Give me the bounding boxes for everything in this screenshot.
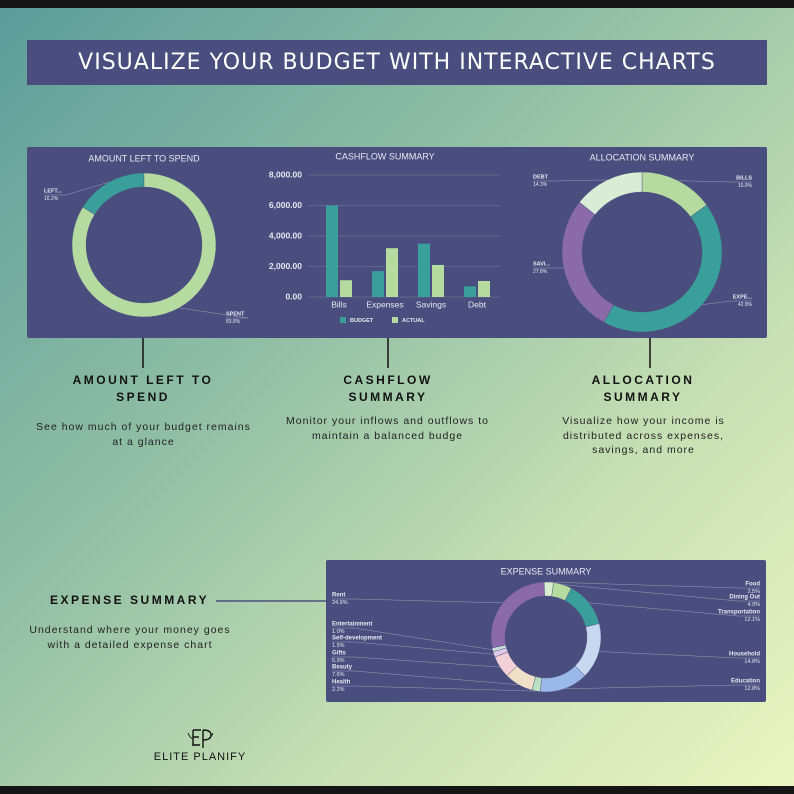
logo: [187, 729, 214, 748]
slice-value: 42.9%: [738, 302, 753, 308]
slice-value: 4.9%: [747, 602, 760, 608]
slice-label: Education: [731, 679, 760, 685]
slice-label: Dining Out: [729, 595, 760, 601]
legend-swatch: [392, 317, 398, 323]
legend-label: BUDGET: [350, 318, 374, 324]
y-tick-label: 2,000.00: [269, 261, 302, 271]
slice-value: 14.8%: [744, 659, 760, 665]
section-title: CASHFLOW SUMMARY: [343, 373, 433, 404]
slice-label: EXPE...: [733, 294, 753, 300]
slice-label: Entertainment: [332, 622, 372, 628]
section-description: See how much of your budget remains at a…: [36, 421, 251, 448]
legend-label: ACTUAL: [402, 318, 425, 324]
slice-value: 27.8%: [533, 269, 548, 275]
slice-label: Household: [729, 652, 760, 658]
slice-label: BILLS: [736, 175, 752, 181]
y-tick-label: 0.00: [285, 291, 302, 301]
slice-value: 24.9%: [332, 600, 348, 606]
leader-line: [564, 684, 760, 690]
slice-value: 2.5%: [747, 589, 760, 595]
slice-value: 12.1%: [744, 617, 760, 623]
slice-value: 12.8%: [744, 686, 760, 692]
leader-line: [548, 581, 760, 589]
bar: [432, 264, 444, 297]
slice-value: 83.8%: [226, 319, 241, 325]
leader-line: [589, 602, 760, 617]
y-tick-label: 6,000.00: [269, 200, 302, 210]
slice-value: 1.0%: [332, 629, 345, 635]
slice-label: Self-development: [332, 636, 382, 642]
leader-line: [332, 670, 519, 685]
slice-value: 14.3%: [533, 182, 548, 188]
leader-line: [332, 598, 503, 604]
slice-value: 15.0%: [738, 183, 753, 189]
donut-segment: [71, 172, 217, 318]
section-title: EXPENSE SUMMARY: [50, 593, 210, 607]
leader-line: [332, 627, 493, 650]
slice-label: Food: [745, 582, 760, 588]
bar: [340, 280, 352, 297]
bar: [478, 280, 490, 297]
leader-line: [332, 685, 537, 692]
bar: [372, 271, 384, 297]
slice-label: Rent: [332, 593, 345, 599]
x-tick-label: Debt: [468, 299, 487, 309]
leader-line: [179, 307, 249, 319]
bar: [464, 286, 476, 297]
slice-label: SPENT: [226, 311, 245, 317]
section-title: ALLOCATION SUMMARY: [591, 373, 695, 404]
banner-title: VISUALIZE YOUR BUDGET WITH INTERACTIVE C…: [27, 40, 767, 85]
leader-line: [332, 641, 494, 655]
chart-title: EXPENSE SUMMARY: [501, 566, 592, 576]
leader-line: [332, 656, 500, 668]
y-tick-label: 4,000.00: [269, 230, 302, 240]
chart-title: ALLOCATION SUMMARY: [590, 152, 695, 162]
bar: [326, 205, 338, 297]
slice-value: 5.9%: [332, 658, 345, 664]
x-tick-label: Bills: [331, 299, 347, 309]
y-tick-label: 8,000.00: [269, 169, 302, 179]
border: [0, 786, 794, 794]
bar: [386, 248, 398, 297]
leader-line: [533, 179, 608, 182]
bar: [418, 243, 430, 297]
leader-line: [599, 651, 760, 659]
section-description: Understand where your money goes with a …: [29, 624, 231, 651]
slice-value: 1.5%: [332, 643, 345, 649]
slice-label: Beauty: [332, 665, 353, 671]
slice-label: Health: [332, 680, 351, 686]
slice-value: 2.2%: [332, 687, 345, 693]
section-title: AMOUNT LEFT TO SPEND: [72, 373, 214, 404]
leader-line: [702, 300, 752, 305]
leader-line: [678, 180, 752, 183]
border: [0, 0, 794, 8]
x-tick-label: Savings: [416, 299, 446, 309]
slice-label: SAVI...: [533, 261, 550, 267]
slice-value: 16.2%: [44, 196, 59, 202]
slice-label: Transportation: [718, 610, 760, 616]
slice-label: LEFT...: [44, 188, 62, 194]
leader-line: [44, 181, 109, 196]
section-description: Monitor your inflows and outflows to mai…: [286, 415, 489, 442]
x-tick-label: Expenses: [366, 299, 403, 309]
slice-label: Gifts: [332, 651, 346, 657]
section-description: Visualize how your income is distributed…: [562, 415, 725, 456]
expense-panel: [326, 560, 766, 702]
slice-value: 7.6%: [332, 672, 345, 678]
brand-name: ELITE PLANIFY: [153, 751, 247, 763]
donut-segment: [490, 581, 545, 649]
donut-segment: [579, 171, 643, 215]
chart-title: CASHFLOW SUMMARY: [335, 151, 434, 161]
slice-label: DEBT: [533, 174, 549, 180]
leader-line: [562, 584, 760, 602]
chart-title: AMOUNT LEFT TO SPEND: [88, 153, 200, 163]
legend-swatch: [340, 317, 346, 323]
